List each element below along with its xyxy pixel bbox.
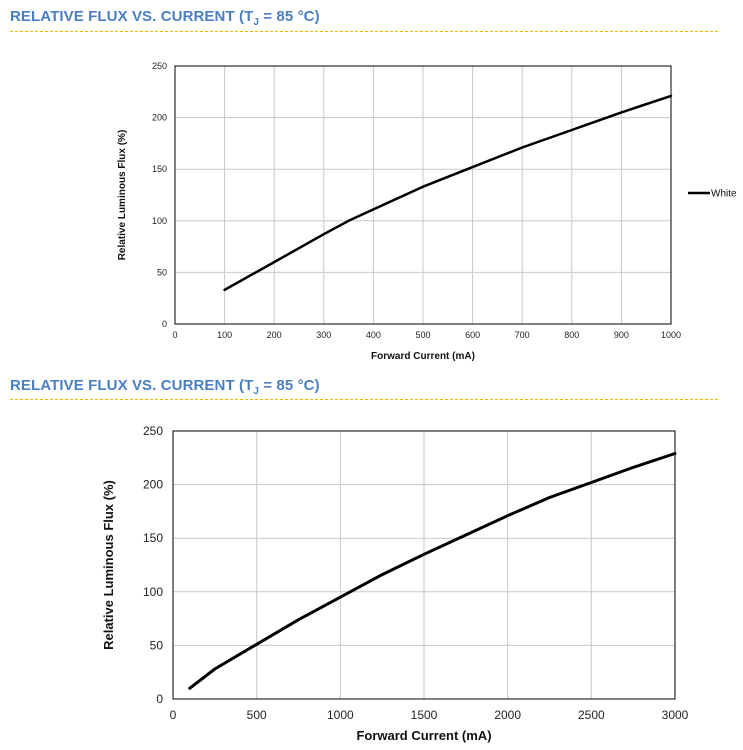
- x-tick-label: 500: [415, 330, 430, 340]
- x-tick-label: 1500: [411, 708, 438, 722]
- y-tick-label: 100: [152, 216, 167, 226]
- x-tick-label: 600: [465, 330, 480, 340]
- y-tick-label: 150: [143, 531, 163, 545]
- x-tick-label: 500: [247, 708, 267, 722]
- x-tick-label: 2500: [578, 708, 605, 722]
- x-tick-label: 1000: [327, 708, 354, 722]
- y-tick-label: 200: [143, 478, 163, 492]
- series-line-white: [223, 94, 673, 292]
- y-tick-label: 250: [152, 61, 167, 71]
- x-tick-label: 1000: [661, 330, 681, 340]
- x-tick-label: 200: [267, 330, 282, 340]
- chart1-divider: [10, 31, 718, 32]
- y-axis-label: Relative Luminous Flux (%): [101, 480, 116, 650]
- chart2-heading: RELATIVE FLUX VS. CURRENT (TJ = 85 °C): [10, 377, 320, 397]
- y-axis-label: Relative Luminous Flux (%): [117, 130, 128, 261]
- y-tick-label: 150: [152, 164, 167, 174]
- y-tick-label: 0: [162, 319, 167, 329]
- legend-label: White: [711, 189, 737, 200]
- x-tick-label: 300: [316, 330, 331, 340]
- y-tick-label: 200: [152, 113, 167, 123]
- y-tick-label: 50: [150, 638, 164, 652]
- x-tick-label: 0: [172, 330, 177, 340]
- plot-frame: [172, 430, 676, 700]
- chart1-heading: RELATIVE FLUX VS. CURRENT (TJ = 85 °C): [10, 8, 320, 28]
- plot-frame: [174, 65, 672, 325]
- y-tick-label: 50: [157, 267, 167, 277]
- chart2-divider: [10, 399, 718, 400]
- y-tick-label: 0: [156, 692, 163, 706]
- x-axis-label: Forward Current (mA): [371, 351, 475, 362]
- x-tick-label: 800: [564, 330, 579, 340]
- x-tick-label: 100: [217, 330, 232, 340]
- x-tick-label: 900: [614, 330, 629, 340]
- x-tick-label: 700: [515, 330, 530, 340]
- series-line: [188, 452, 677, 690]
- y-tick-label: 100: [143, 585, 163, 599]
- x-tick-label: 2000: [494, 708, 521, 722]
- x-tick-label: 3000: [662, 708, 689, 722]
- x-tick-label: 0: [170, 708, 177, 722]
- x-axis-label: Forward Current (mA): [356, 728, 491, 743]
- y-tick-label: 250: [143, 424, 163, 438]
- x-tick-label: 400: [366, 330, 381, 340]
- chart1: 0 100 200 300 400 500 600 700 800 900 1000 0 50 100 15…: [117, 61, 737, 362]
